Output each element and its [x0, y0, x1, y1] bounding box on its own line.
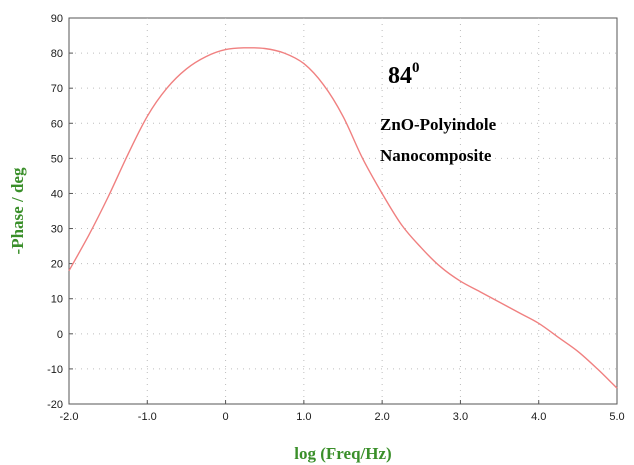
y-tick-label: 40 [51, 188, 63, 200]
x-tick-label: 5.0 [609, 411, 624, 423]
y-tick-label: 0 [57, 329, 63, 341]
x-axis-label: log (Freq/Hz) [294, 444, 391, 463]
y-axis-label: -Phase / deg [8, 167, 27, 254]
y-tick-label: -10 [47, 364, 63, 376]
phase-annotation-value: 84 [388, 63, 412, 89]
y-tick-label: 60 [51, 118, 63, 130]
y-tick-label: 50 [51, 153, 63, 165]
x-tick-label: 2.0 [374, 411, 389, 423]
plot-frame [68, 17, 618, 405]
y-tick-labels: -20 -10 0 10 20 30 40 50 60 70 80 90 [47, 13, 63, 411]
y-tick-label: 90 [51, 13, 63, 25]
x-tick-label: 3.0 [453, 411, 468, 423]
x-tick-label: 0 [223, 411, 229, 423]
x-tick-label: -2.0 [60, 411, 79, 423]
x-tick-label: -1.0 [138, 411, 157, 423]
phase-series-line [68, 47, 618, 389]
x-tick-labels: -2.0 -1.0 0 1.0 2.0 3.0 4.0 5.0 [60, 411, 625, 423]
x-tick-label: 4.0 [531, 411, 546, 423]
sample-label-line2: Nanocomposite [380, 146, 492, 165]
y-tick-label: 70 [51, 83, 63, 95]
grid [68, 17, 618, 405]
phase-annotation: 840 [388, 60, 420, 89]
x-tick-label: 1.0 [296, 411, 311, 423]
y-tick-label: 20 [51, 259, 63, 271]
y-tick-label: 10 [51, 294, 63, 306]
phase-annotation-degree: 0 [412, 60, 420, 76]
y-tick-label: -20 [47, 399, 63, 411]
sample-label-line1: ZnO-Polyindole [380, 115, 497, 134]
y-tick-label: 30 [51, 224, 63, 236]
y-tick-label: 80 [51, 48, 63, 60]
